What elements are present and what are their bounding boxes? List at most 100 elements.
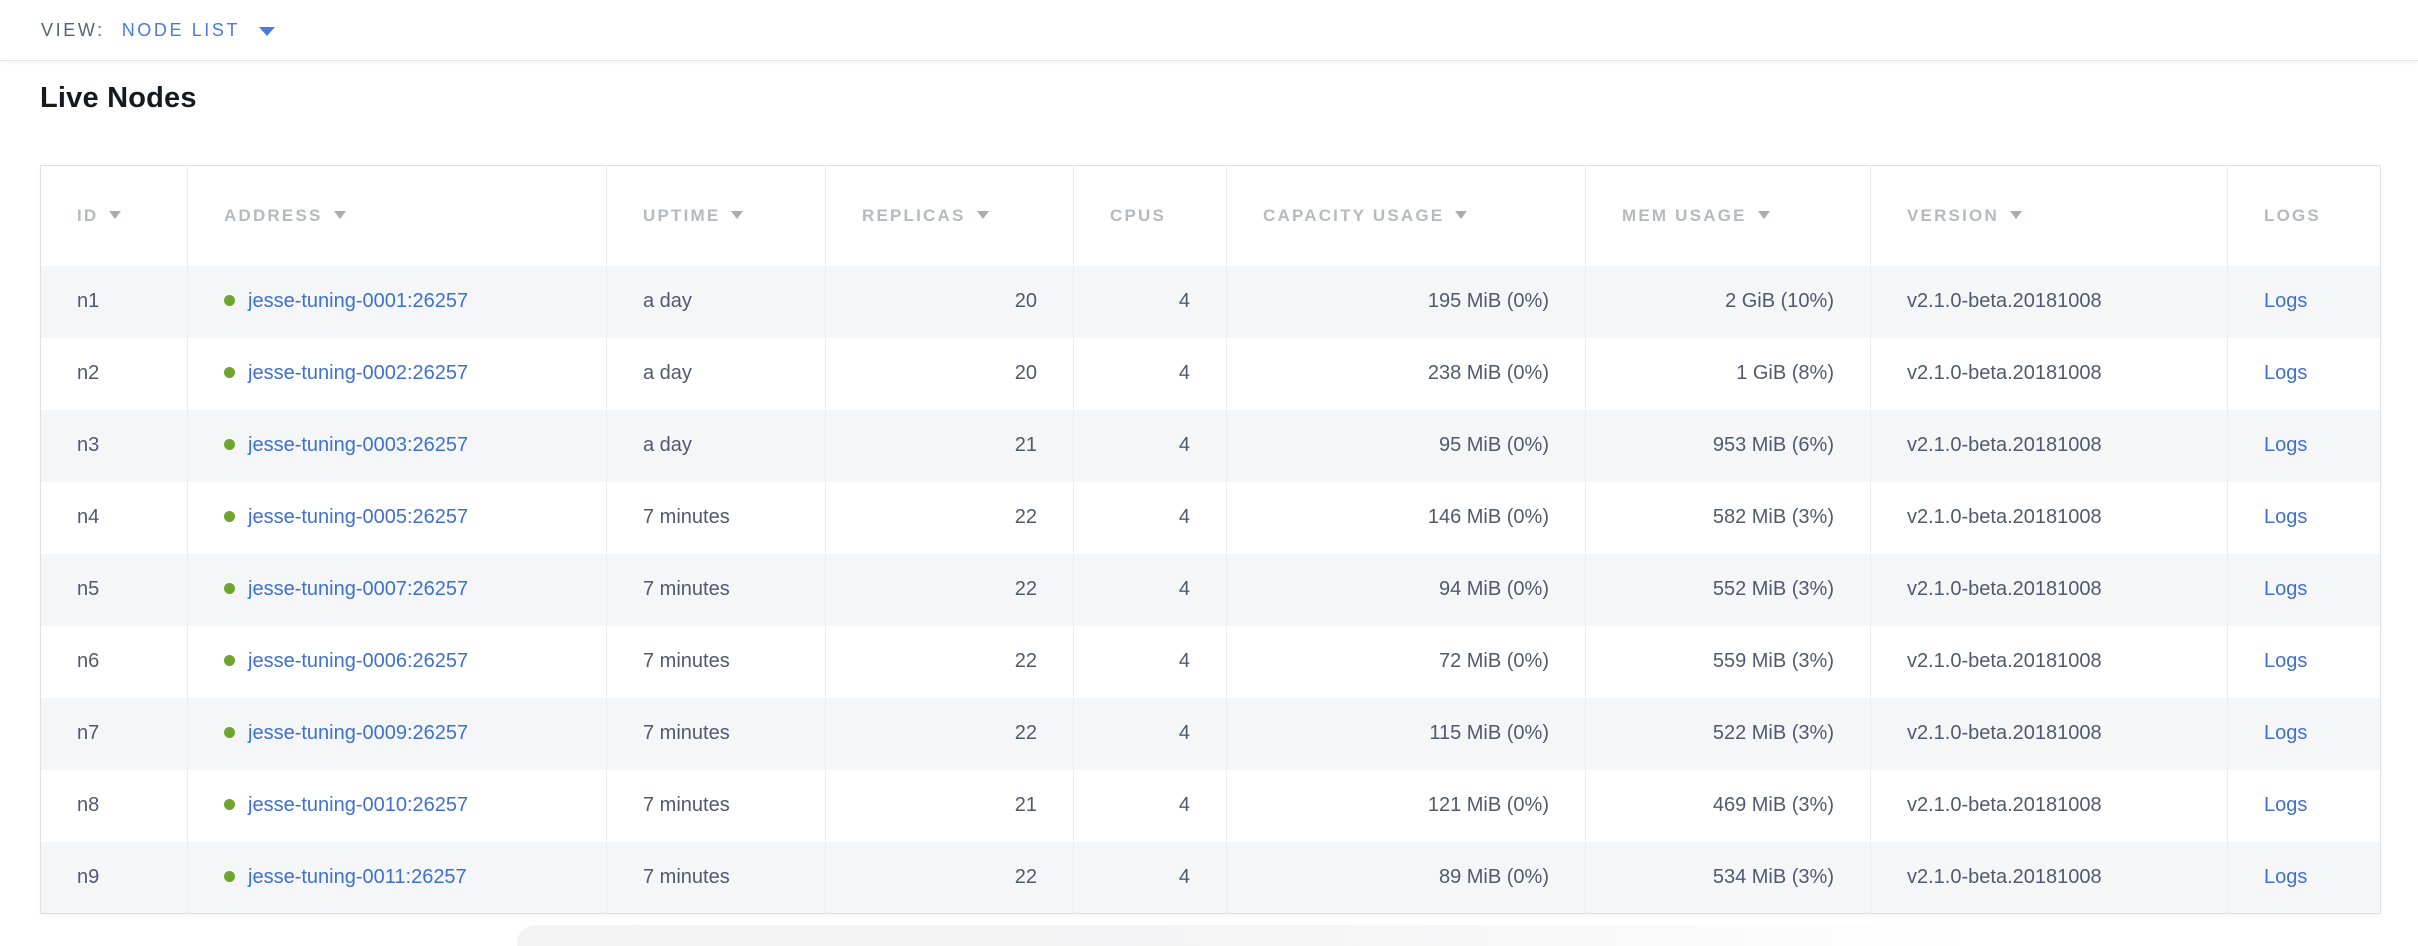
cell-capacity: 89 MiB (0%) bbox=[1226, 841, 1586, 914]
cell-id: n4 bbox=[77, 506, 100, 528]
node-address-link[interactable]: jesse-tuning-0011:26257 bbox=[248, 865, 467, 888]
cell-cpus: 4 bbox=[1073, 337, 1227, 410]
logs-link[interactable]: Logs bbox=[2264, 578, 2308, 600]
cell-cpus: 4 bbox=[1073, 409, 1227, 482]
cell-capacity: 195 MiB (0%) bbox=[1226, 265, 1586, 338]
node-address-link[interactable]: jesse-tuning-0001:26257 bbox=[248, 290, 469, 312]
cell-logs: Logs bbox=[2227, 769, 2381, 842]
cell-uptime: 7 minutes bbox=[606, 481, 826, 554]
sort-caret-icon bbox=[731, 210, 744, 219]
node-status-icon bbox=[224, 583, 235, 594]
column-header-version[interactable]: VERSION bbox=[1870, 165, 2228, 266]
cell-version: v2.1.0-beta.20181008 bbox=[1870, 409, 2228, 482]
sort-caret-icon bbox=[333, 210, 346, 219]
cell-capacity: 72 MiB (0%) bbox=[1226, 625, 1586, 698]
logs-link[interactable]: Logs bbox=[2264, 506, 2308, 528]
cell-cpus: 4 bbox=[1073, 625, 1227, 698]
node-status-icon bbox=[224, 367, 235, 378]
column-header-mem[interactable]: MEM USAGE bbox=[1585, 165, 1871, 266]
cell-uptime: a day bbox=[606, 265, 826, 338]
column-label: MEM USAGE bbox=[1622, 205, 1747, 225]
column-label: VERSION bbox=[1907, 205, 1999, 225]
logs-link[interactable]: Logs bbox=[2264, 722, 2308, 744]
column-label: CPUS bbox=[1110, 205, 1167, 225]
cell-capacity: 94 MiB (0%) bbox=[1226, 553, 1586, 626]
logs-link[interactable]: Logs bbox=[2264, 794, 2308, 816]
cell-address: jesse-tuning-0001:26257 bbox=[187, 265, 607, 338]
cell-replicas: 22 bbox=[825, 481, 1074, 554]
cell-mem: 2 GiB (10%) bbox=[1585, 265, 1871, 338]
cell-version: v2.1.0-beta.20181008 bbox=[1870, 481, 2228, 554]
cell-uptime: 7 minutes bbox=[606, 841, 826, 914]
logs-link[interactable]: Logs bbox=[2264, 290, 2308, 312]
sort-caret-icon bbox=[2009, 210, 2022, 219]
cell-version: v2.1.0-beta.20181008 bbox=[1870, 337, 2228, 410]
column-header-cpus: CPUS bbox=[1073, 165, 1227, 266]
node-status-icon bbox=[224, 439, 235, 450]
node-address-link[interactable]: jesse-tuning-0002:26257 bbox=[248, 362, 469, 384]
column-header-replicas[interactable]: REPLICAS bbox=[825, 165, 1074, 266]
cell-address: jesse-tuning-0011:26257 bbox=[187, 841, 607, 914]
table-header-row: ID ADDRESS UPTIME REPLICAS CPUS CAPACITY USAG… bbox=[40, 165, 2381, 266]
node-address-link[interactable]: jesse-tuning-0007:26257 bbox=[248, 578, 469, 600]
cell-capacity: 95 MiB (0%) bbox=[1226, 409, 1586, 482]
cell-cpus: 4 bbox=[1073, 697, 1227, 770]
column-header-uptime[interactable]: UPTIME bbox=[606, 165, 826, 266]
logs-link[interactable]: Logs bbox=[2264, 362, 2308, 384]
next-section-edge bbox=[517, 925, 1987, 946]
table-row: n1 jesse-tuning-0001:26257 a day 20 4 195 MiB… bbox=[40, 265, 2381, 338]
cell-uptime: a day bbox=[606, 337, 826, 410]
column-label: ADDRESS bbox=[224, 205, 323, 225]
cell-id: n1 bbox=[77, 290, 100, 312]
sort-caret-icon bbox=[1455, 210, 1468, 219]
cell-logs: Logs bbox=[2227, 409, 2381, 482]
cell-mem: 522 MiB (3%) bbox=[1585, 697, 1871, 770]
column-label: REPLICAS bbox=[862, 205, 966, 225]
sort-caret-icon bbox=[109, 210, 122, 219]
column-header-address[interactable]: ADDRESS bbox=[187, 165, 607, 266]
cell-uptime: a day bbox=[606, 409, 826, 482]
cell-replicas: 20 bbox=[825, 337, 1074, 410]
table-row: n4 jesse-tuning-0005:26257 7 minutes 22 4 146… bbox=[40, 481, 2381, 554]
cell-cpus: 4 bbox=[1073, 553, 1227, 626]
cell-replicas: 22 bbox=[825, 553, 1074, 626]
cell-mem: 1 GiB (8%) bbox=[1585, 337, 1871, 410]
column-header-id[interactable]: ID bbox=[40, 165, 188, 266]
cell-version: v2.1.0-beta.20181008 bbox=[1870, 769, 2228, 842]
cell-capacity: 115 MiB (0%) bbox=[1226, 697, 1586, 770]
cell-mem: 953 MiB (6%) bbox=[1585, 409, 1871, 482]
view-dropdown[interactable]: NODE LIST bbox=[122, 20, 276, 41]
cell-address: jesse-tuning-0007:26257 bbox=[187, 553, 607, 626]
cell-version: v2.1.0-beta.20181008 bbox=[1870, 625, 2228, 698]
logs-link[interactable]: Logs bbox=[2264, 650, 2308, 672]
node-address-link[interactable]: jesse-tuning-0003:26257 bbox=[248, 434, 469, 456]
cell-id: n5 bbox=[77, 578, 100, 600]
node-address-link[interactable]: jesse-tuning-0005:26257 bbox=[248, 506, 469, 528]
logs-link[interactable]: Logs bbox=[2264, 865, 2308, 888]
node-address-link[interactable]: jesse-tuning-0006:26257 bbox=[248, 650, 469, 672]
table-row: n7 jesse-tuning-0009:26257 7 minutes 22 4 115… bbox=[40, 697, 2381, 770]
cell-mem: 552 MiB (3%) bbox=[1585, 553, 1871, 626]
node-address-link[interactable]: jesse-tuning-0010:26257 bbox=[248, 794, 469, 816]
node-status-icon bbox=[224, 870, 235, 882]
cell-capacity: 238 MiB (0%) bbox=[1226, 337, 1586, 410]
cell-id: n7 bbox=[77, 722, 100, 744]
cell-version: v2.1.0-beta.20181008 bbox=[1870, 697, 2228, 770]
logs-link[interactable]: Logs bbox=[2264, 434, 2308, 456]
cell-id: n2 bbox=[77, 362, 100, 384]
node-status-icon bbox=[224, 727, 235, 738]
cell-replicas: 21 bbox=[825, 769, 1074, 842]
column-header-capacity[interactable]: CAPACITY USAGE bbox=[1226, 165, 1586, 266]
node-address-link[interactable]: jesse-tuning-0009:26257 bbox=[248, 722, 469, 744]
cell-logs: Logs bbox=[2227, 697, 2381, 770]
view-label: VIEW: bbox=[41, 19, 105, 40]
column-header-logs: LOGS bbox=[2227, 165, 2381, 266]
table-body: n1 jesse-tuning-0001:26257 a day 20 4 195 MiB… bbox=[40, 265, 2381, 914]
cell-mem: 469 MiB (3%) bbox=[1585, 769, 1871, 842]
table-row: n9 jesse-tuning-0011:26257 7 minutes 22 4 89 … bbox=[40, 841, 2381, 914]
live-nodes-table-container: ID ADDRESS UPTIME REPLICAS CPUS CAPACITY USAG… bbox=[40, 165, 2381, 914]
cell-replicas: 20 bbox=[825, 265, 1074, 338]
cell-id: n8 bbox=[77, 794, 100, 816]
page-title: Live Nodes bbox=[40, 82, 197, 114]
cell-version: v2.1.0-beta.20181008 bbox=[1870, 553, 2228, 626]
